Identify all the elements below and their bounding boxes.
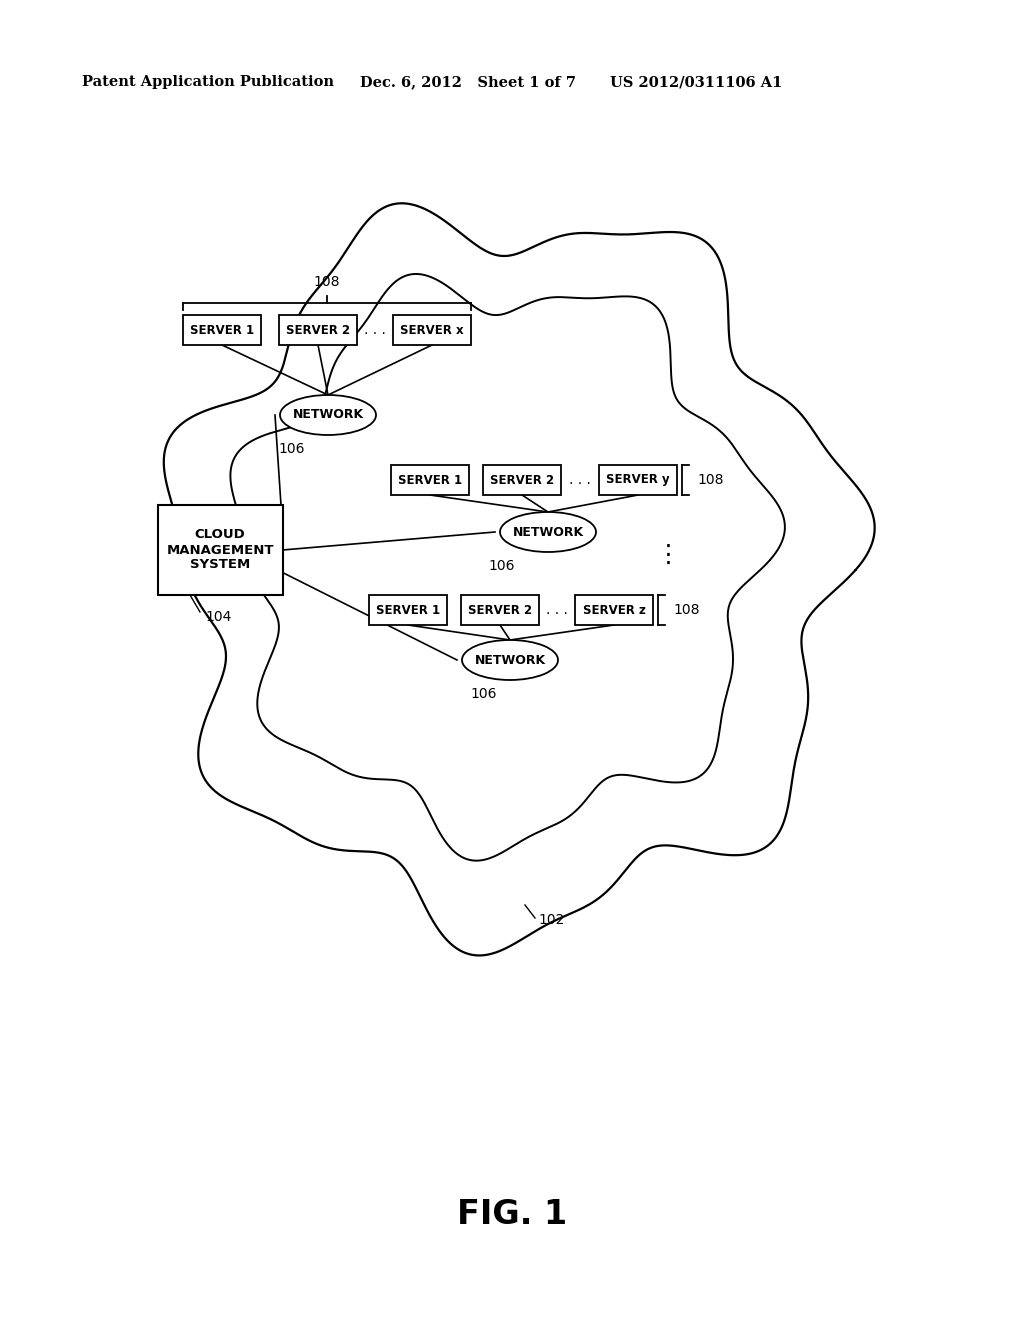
- Text: 108: 108: [673, 603, 699, 616]
- FancyBboxPatch shape: [279, 315, 357, 345]
- Text: SERVER 1: SERVER 1: [398, 474, 462, 487]
- Text: . . .: . . .: [569, 473, 591, 487]
- Text: CLOUD
MANAGEMENT
SYSTEM: CLOUD MANAGEMENT SYSTEM: [166, 528, 273, 572]
- Text: SERVER 2: SERVER 2: [468, 603, 532, 616]
- Text: . . .: . . .: [546, 603, 568, 616]
- FancyBboxPatch shape: [483, 465, 561, 495]
- Text: ⋮: ⋮: [655, 543, 681, 568]
- Text: US 2012/0311106 A1: US 2012/0311106 A1: [610, 75, 782, 88]
- Text: FIG. 1: FIG. 1: [457, 1199, 567, 1232]
- Text: SERVER z: SERVER z: [583, 603, 645, 616]
- Text: Patent Application Publication: Patent Application Publication: [82, 75, 334, 88]
- Text: SERVER y: SERVER y: [606, 474, 670, 487]
- FancyBboxPatch shape: [599, 465, 677, 495]
- Ellipse shape: [280, 395, 376, 436]
- Text: NETWORK: NETWORK: [293, 408, 364, 421]
- FancyBboxPatch shape: [158, 506, 283, 595]
- FancyBboxPatch shape: [183, 315, 261, 345]
- Text: NETWORK: NETWORK: [474, 653, 546, 667]
- Text: SERVER 1: SERVER 1: [376, 603, 440, 616]
- Text: 102: 102: [538, 913, 564, 927]
- Text: 106: 106: [278, 442, 304, 455]
- Text: SERVER 2: SERVER 2: [286, 323, 350, 337]
- FancyBboxPatch shape: [393, 315, 471, 345]
- Text: NETWORK: NETWORK: [512, 525, 584, 539]
- Text: Dec. 6, 2012   Sheet 1 of 7: Dec. 6, 2012 Sheet 1 of 7: [360, 75, 575, 88]
- Text: 104: 104: [205, 610, 231, 624]
- Text: . . .: . . .: [365, 323, 386, 337]
- Text: SERVER x: SERVER x: [400, 323, 464, 337]
- FancyBboxPatch shape: [575, 595, 653, 624]
- Text: 106: 106: [470, 686, 497, 701]
- FancyBboxPatch shape: [461, 595, 539, 624]
- Text: 108: 108: [697, 473, 724, 487]
- Text: SERVER 2: SERVER 2: [489, 474, 554, 487]
- FancyBboxPatch shape: [391, 465, 469, 495]
- Text: SERVER 1: SERVER 1: [189, 323, 254, 337]
- Ellipse shape: [500, 512, 596, 552]
- FancyBboxPatch shape: [369, 595, 447, 624]
- Text: 106: 106: [488, 558, 514, 573]
- Text: 108: 108: [313, 275, 340, 289]
- Ellipse shape: [462, 640, 558, 680]
